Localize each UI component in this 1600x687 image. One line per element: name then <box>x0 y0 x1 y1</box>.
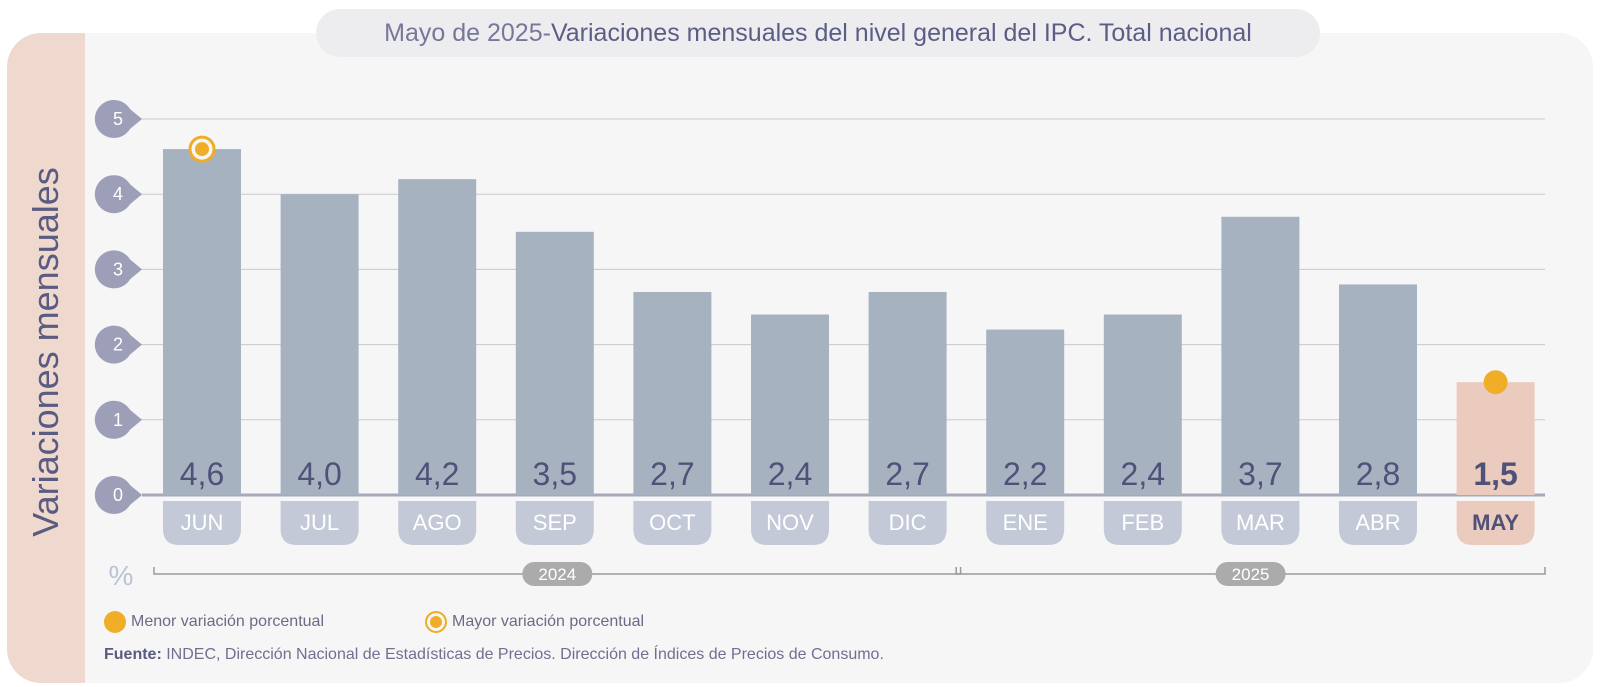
month-tab <box>280 501 359 545</box>
bar-value-label: 2,8 <box>1356 456 1400 492</box>
year-pill <box>1215 562 1286 586</box>
bar-value-label: 4,0 <box>297 456 341 492</box>
title-prefix: Mayo de 2025 <box>384 18 543 47</box>
y-tick-marker <box>94 100 142 139</box>
x-tick-label: MAY <box>1472 510 1519 535</box>
max-marker-icon <box>425 611 447 633</box>
bar <box>633 291 712 495</box>
x-tick-label: ABR <box>1355 510 1400 535</box>
x-tick-label: NOV <box>766 510 814 535</box>
bar-value-label: 2,4 <box>768 456 812 492</box>
y-tick-marker <box>94 175 142 214</box>
side-panel <box>7 33 85 683</box>
month-tab <box>163 501 241 545</box>
bar <box>398 179 477 495</box>
x-tick-label: JUL <box>300 510 339 535</box>
y-tick-marker <box>94 325 142 364</box>
year-pill <box>522 562 593 586</box>
y-tick-marker <box>94 400 142 439</box>
bar <box>1456 382 1535 495</box>
x-tick-label: MAR <box>1236 510 1285 535</box>
title-main: Variaciones mensuales del nivel general … <box>550 18 1252 47</box>
x-tick-label: AGO <box>413 510 462 535</box>
bar-layer: 4,6 4,0 4,2 3,5 2,7 2,4 2,7 2,2 2,4 3,7 2,8 1,5 <box>163 135 1535 496</box>
bar-value-label: 3,5 <box>533 456 577 492</box>
bar-value-label: 4,2 <box>415 456 459 492</box>
bar-value-label: 2,4 <box>1121 456 1165 492</box>
year-groups: 2024 2025 <box>153 562 1546 586</box>
month-tab <box>1339 501 1417 545</box>
chart-title: Mayo de 2025 - Variaciones mensuales del… <box>316 9 1320 57</box>
legend-max: Mayor variación porcentual <box>425 611 644 633</box>
bar-value-label: 3,7 <box>1238 456 1282 492</box>
source-note: Fuente: INDEC, Dirección Nacional de Est… <box>104 646 884 664</box>
legend-min: Menor variación porcentual <box>104 611 324 633</box>
legend-max-label: Mayor variación porcentual <box>452 613 645 630</box>
x-tick-label: JUN <box>181 510 224 535</box>
max-value-marker-core <box>195 142 209 157</box>
min-marker-icon <box>104 611 126 633</box>
month-tab <box>1103 501 1182 545</box>
month-tab <box>986 501 1065 545</box>
x-tick-label: DIC <box>889 510 927 535</box>
month-tab <box>751 501 829 545</box>
source-text: INDEC, Dirección Nacional de Estadística… <box>166 646 884 663</box>
bar <box>280 194 359 495</box>
x-tick-label: SEP <box>533 510 577 535</box>
bar-value-label: 2,7 <box>650 456 694 492</box>
legend-min-label: Menor variación porcentual <box>131 613 324 630</box>
month-tab <box>515 501 594 545</box>
bar <box>868 291 947 495</box>
y-tick-marker <box>94 476 142 514</box>
min-value-marker <box>1483 370 1508 395</box>
bar <box>163 149 241 495</box>
bar <box>1103 314 1182 495</box>
month-tab <box>1221 501 1300 545</box>
unit-label: % <box>109 560 134 591</box>
y-tick-label: 4 <box>113 184 123 204</box>
year-label: 2025 <box>1232 565 1270 584</box>
x-tick-label: OCT <box>649 510 695 535</box>
title-separator: - <box>542 18 551 47</box>
month-tab <box>868 501 947 545</box>
month-tab <box>633 501 712 545</box>
y-tick-marker <box>94 250 142 289</box>
bar <box>751 314 829 495</box>
y-tick-label: 5 <box>113 109 123 129</box>
bar <box>1221 216 1300 495</box>
x-tick-label: FEB <box>1121 510 1164 535</box>
y-tick-label: 0 <box>113 485 123 505</box>
month-tab <box>1456 501 1535 545</box>
bar-value-label: 2,2 <box>1003 456 1047 492</box>
y-tick-label: 1 <box>113 410 123 430</box>
bar-value-label: 1,5 <box>1473 456 1517 492</box>
y-tick-label: 2 <box>113 335 123 355</box>
x-tick-label: ENE <box>1003 510 1048 535</box>
y-tick-label: 3 <box>113 259 123 279</box>
bar <box>986 329 1065 495</box>
bar <box>1339 284 1417 495</box>
month-tab <box>398 501 477 545</box>
source-prefix: Fuente: <box>104 646 162 663</box>
bar-value-label: 4,6 <box>180 456 224 492</box>
bar-value-label: 2,7 <box>885 456 929 492</box>
x-axis: JUN JUL AGO SEP OCT NOV DIC ENE FEB MAR ABR MAY <box>163 501 1535 545</box>
y-axis: 0 1 2 3 4 5 <box>94 100 142 514</box>
year-label: 2024 <box>538 565 576 584</box>
bar <box>515 231 594 496</box>
